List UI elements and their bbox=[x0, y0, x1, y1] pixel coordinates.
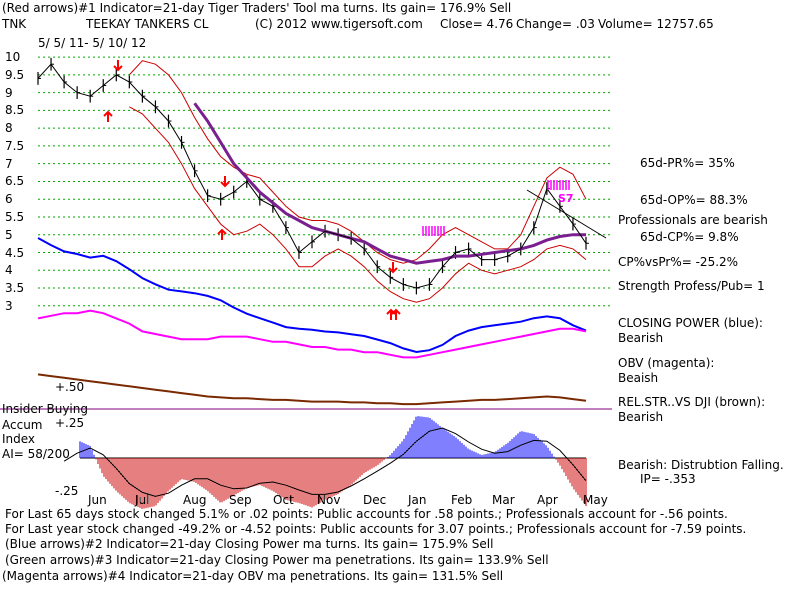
price-tick-label: 10 bbox=[5, 50, 21, 65]
closing-power-state: Bearish bbox=[618, 331, 664, 345]
month-tick-label: Dec bbox=[363, 493, 387, 507]
buy-arrow-head bbox=[103, 110, 113, 117]
company-name: TEEKAY TANKERS CL bbox=[86, 17, 209, 31]
s7-badge: S7 bbox=[558, 192, 574, 205]
month-tick-label: Sep bbox=[229, 493, 252, 507]
month-tick-label: May bbox=[583, 493, 608, 507]
signal-arrows: S7 bbox=[103, 60, 607, 320]
op-stat: 65d-OP%= 88.3% bbox=[640, 193, 748, 207]
scale-plus50: +.50 bbox=[55, 380, 85, 394]
footer-line-2: For Last year stock changed -49.2% or -4… bbox=[5, 522, 747, 536]
footer-line-1: For Last 65 days stock changed 5.1% or .… bbox=[5, 507, 728, 521]
month-tick-label: Feb bbox=[451, 493, 473, 507]
cp-vs-pr-stat: CP%vsPr%= -25.2% bbox=[618, 255, 739, 269]
bearish-note: Bearish: Distrubtion Falling. bbox=[618, 458, 784, 472]
price-tick-label: 7 bbox=[5, 156, 13, 171]
strength-stat: Strength Profess/Pub= 1 bbox=[618, 279, 765, 293]
professionals-stat: Professionals are bearish bbox=[618, 213, 768, 227]
volume-value: Volume= 12757.65 bbox=[598, 17, 714, 31]
price-tick-label: 5 bbox=[5, 227, 13, 242]
sell-arrow-head bbox=[388, 267, 398, 274]
month-tick-label: Nov bbox=[317, 493, 341, 507]
price-tick-label: 3.5 bbox=[5, 281, 25, 296]
month-tick-label: Apr bbox=[537, 493, 558, 507]
closing-power-line bbox=[37, 237, 587, 354]
insider-buying-label: Insider Buying bbox=[2, 402, 88, 416]
magenta-signal-block bbox=[547, 180, 570, 190]
footer-line-5: (Magenta arrows)#4 Indicator=21-day OBV … bbox=[2, 569, 504, 583]
price-tick-label: 8 bbox=[5, 121, 13, 136]
price-tick-label: 7.5 bbox=[5, 138, 25, 153]
accum-label: Accum bbox=[2, 418, 43, 432]
footer-line-3: (Blue arrows)#2 Indicator=21-day Closing… bbox=[5, 537, 494, 551]
month-tick-label: Oct bbox=[273, 493, 294, 507]
chart-series bbox=[37, 57, 589, 406]
relstr-line bbox=[37, 373, 587, 406]
magenta-signal-block bbox=[422, 226, 445, 236]
price-tick-label: 3 bbox=[5, 298, 13, 313]
index-label: Index bbox=[2, 432, 36, 446]
sell-arrow-head bbox=[220, 181, 230, 188]
price-gridlines bbox=[38, 56, 610, 307]
close-value: Close= 4.76 bbox=[440, 17, 514, 31]
month-tick-label: Jun bbox=[88, 493, 107, 507]
date-range: 5/ 5/ 11- 5/ 10/ 12 bbox=[38, 36, 147, 50]
sell-arrow-head bbox=[113, 65, 123, 72]
lower-band-line bbox=[129, 106, 587, 303]
ticker-symbol: TNK bbox=[2, 17, 27, 31]
scale-minus25: -.25 bbox=[55, 484, 79, 498]
month-tick-label: Mar bbox=[492, 493, 515, 507]
obv-state: Beaish bbox=[618, 371, 659, 385]
price-tick-label: 9.5 bbox=[5, 67, 25, 82]
accum-ma-line bbox=[63, 427, 587, 497]
upper-band-line bbox=[128, 60, 587, 264]
price-tick-label: 6 bbox=[5, 192, 13, 207]
change-value: Change= .03 bbox=[516, 17, 595, 31]
ip-value: IP= -.353 bbox=[640, 472, 696, 486]
scale-plus25: +.25 bbox=[55, 416, 85, 430]
pr-stat: 65d-PR%= 35% bbox=[640, 156, 735, 170]
cp-stat: 65d-CP%= 9.8% bbox=[640, 230, 739, 244]
price-line bbox=[37, 63, 587, 289]
relstr-state: Bearish bbox=[618, 410, 664, 424]
obv-line bbox=[37, 309, 587, 359]
month-tick-label: Aug bbox=[183, 493, 207, 507]
closing-power-label: CLOSING POWER (blue): bbox=[618, 316, 763, 330]
obv-label: OBV (magenta): bbox=[618, 356, 715, 370]
relstr-label: REL.STR..VS DJI (brown): bbox=[618, 395, 766, 409]
accumulation-histogram bbox=[63, 416, 587, 509]
price-tick-label: 6.5 bbox=[5, 174, 25, 189]
price-tick-label: 8.5 bbox=[5, 103, 25, 118]
price-tick-label: 5.5 bbox=[5, 209, 25, 224]
price-tick-label: 9 bbox=[5, 85, 13, 100]
buy-arrow-head bbox=[217, 228, 227, 235]
footer-line-4: (Green arrows)#3 Indicator=21-day Closin… bbox=[5, 553, 549, 567]
month-tick-label: Jul bbox=[135, 493, 150, 507]
trendline bbox=[526, 189, 607, 239]
ai-value: AI= 58/200 bbox=[2, 447, 70, 461]
price-tick-label: 4 bbox=[5, 263, 13, 278]
price-tick-label: 4.5 bbox=[5, 245, 25, 260]
buy-arrow-head bbox=[391, 308, 401, 315]
copyright: (C) 2012 www.tigersoft.com bbox=[255, 17, 423, 31]
indicator-line-1: (Red arrows)#1 Indicator=21-day Tiger Tr… bbox=[2, 1, 512, 15]
month-tick-label: Jan bbox=[408, 493, 427, 507]
